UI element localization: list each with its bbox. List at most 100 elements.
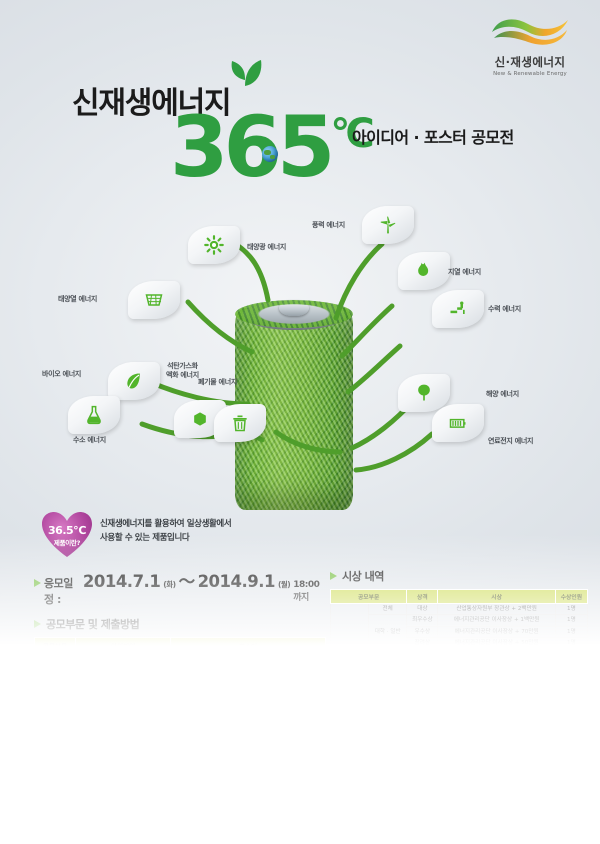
sponsor-sub: MOTIE xyxy=(353,803,377,811)
headline-subtitle: 아이디어 · 포스터 공모전 xyxy=(352,128,514,147)
table-cell: 1명 xyxy=(554,728,589,742)
sun-icon xyxy=(204,235,224,255)
sponsor-tag-host: 주최 xyxy=(306,780,324,790)
sponsor-host: 주최 산업통상자원부 MINISTRY OF TRADE, INDUSTRY &… xyxy=(306,778,429,815)
table-row: 장려상 에너지관리공단 이사장상 + 20만원 1명 xyxy=(331,671,589,685)
info-block: 제출 서류 – 초 · 중 · 고등학생 : 재학증명서 또는 학생증 사본 등 … xyxy=(34,814,326,844)
sponsor-tag-text: 주관 xyxy=(451,782,464,790)
table-row: 대학 · 일반 최우수상 에너지관리공단 이사장상 + 1백만원 1명 xyxy=(331,614,589,650)
globe-icon xyxy=(262,146,278,162)
leaf-label-2: 바이오 에너지 xyxy=(42,370,81,378)
battery-icon xyxy=(449,418,466,428)
table-cell: 1명 xyxy=(554,625,589,639)
table-cell: 40만원 xyxy=(437,820,556,834)
leaf-label-3: 수소 에너지 xyxy=(73,436,106,444)
table-cell: 1명 xyxy=(554,763,589,776)
table-cell: 최우수상 xyxy=(406,683,439,696)
subgroup-cell: 중 · 고등부 xyxy=(368,728,408,765)
table-cell: 대상 xyxy=(406,717,439,731)
prize-section-heading: 시상 내역 xyxy=(330,568,588,584)
table-cell: 1명 xyxy=(554,706,589,719)
table-cell: 1명 xyxy=(554,717,589,731)
table-cell: 1명 xyxy=(554,637,589,650)
prize-heading-text: 시상 내역 xyxy=(342,570,384,583)
table-cell: 에너지관리공단 이사장상 + 20만원 xyxy=(437,751,556,765)
entry-section-heading: 공모부문 및 제출방법 xyxy=(34,616,326,632)
subgroup-cell: 초등부 xyxy=(368,683,408,719)
table-cell: 신재생에너지를 활용한 창의적인 제품 xyxy=(75,669,171,696)
leaf-solar-panel xyxy=(128,281,180,319)
leaf-hydrogen xyxy=(68,396,120,434)
table-cell: – xyxy=(406,820,439,834)
table-row: 포스터 부문 전체 대상 산업통상자원부 장관상 + 2백만원 1명 xyxy=(329,717,589,799)
badge-question: 제품이란? xyxy=(53,539,81,547)
table-cell: 에너지관리공단 이사장상 + 70만원 xyxy=(437,763,556,776)
table-row: 장려상 에너지관리공단 이사장상 + 50만원 1명 xyxy=(331,637,589,650)
flask-icon xyxy=(87,405,101,425)
prize-table: 공모부문 상격 시상 수상인원 아이디어 부문 전체 대상 산업통상자원부 장관상 + 2백… xyxy=(329,589,589,834)
bullet-triangle-icon xyxy=(330,572,337,580)
solar-panel-icon xyxy=(145,294,163,306)
headline-degree: °C xyxy=(330,111,374,157)
table-cell: 최우수상 xyxy=(406,763,439,776)
bullet-triangle-icon xyxy=(34,817,41,826)
table-cell: 온라인 접수 디지털카메라로 촬영하여 업로드 하며 2차 심사대상에 한하여 … xyxy=(170,711,326,748)
hexagon-icon xyxy=(194,412,206,426)
sponsor-name-kr: 산업통상자원부 xyxy=(353,784,417,796)
bullet-triangle-icon xyxy=(34,762,41,771)
table-row: 제출형식 제품 아이디어 기획서 4절지(39.4 X 54.5cm) xyxy=(34,695,326,712)
table-cell: 4절지(39.4 X 54.5cm) xyxy=(170,695,326,712)
leaf-geothermal xyxy=(398,252,450,290)
column-header: 상격 xyxy=(406,589,439,604)
subgroup-cell: 초등부 xyxy=(368,820,408,834)
motie-seal-icon xyxy=(328,783,350,806)
badge-temp: 36.5℃ xyxy=(48,524,86,537)
table-row: 지도교사상 고등부 –40만원 1명 xyxy=(329,797,589,834)
subgroup-cell: 전체 xyxy=(368,717,408,731)
flame-icon xyxy=(418,262,429,276)
table-cell: 1명 xyxy=(554,671,589,685)
table-row: 초등부 최우수상 에너지관리공단 이사장상 + 70만원 1명 xyxy=(331,763,589,799)
bullet-triangle-icon xyxy=(34,620,41,628)
brand-logo: 신·재생에너지 New & Renewable Energy xyxy=(478,14,582,77)
table-cell: 온라인 접수 xyxy=(75,711,171,748)
entry-heading-text: 공모부문 및 제출방법 xyxy=(46,618,140,631)
wind-turbine-icon xyxy=(380,216,396,234)
table-cell: 장려상 xyxy=(406,751,439,765)
bullet-triangle-icon xyxy=(34,579,41,587)
sponsor-tag-organizer: 주관 xyxy=(445,780,463,790)
schedule-line: 응모일정 : 2014.7.1 (화) ～ 2014.9.1 (월) 18:00… xyxy=(34,568,326,607)
sponsor-name-en: KOREA ENERGY MANAGEMENT CORPORATION xyxy=(493,797,562,801)
faucet-icon xyxy=(450,301,465,314)
table-cell: 최우수상 xyxy=(406,614,439,627)
leaf-ocean xyxy=(398,374,450,412)
table-cell: 전국민 xyxy=(75,653,171,670)
leaf-label-5: 풍력 에너지 xyxy=(312,221,345,229)
table-cell: 장려상 xyxy=(406,706,439,719)
block-heading: 제출 서류 xyxy=(34,814,326,830)
table-cell: 에너지관리공단 이사장상 + 50만원 xyxy=(437,740,556,753)
table-cell: 1명 xyxy=(554,614,589,627)
block-line: – 홈페이지 온라인 접수(365.energy.or.kr) xyxy=(34,780,154,789)
entry-info-column: 응모일정 : 2014.7.1 (화) ～ 2014.9.1 (월) 18:00… xyxy=(33,568,326,844)
table-row: 초등부 –40만원 1명 xyxy=(331,820,589,834)
block-heading: 접수 방법 xyxy=(34,758,326,774)
prize-column: 시상 내역 공모부문 상격 시상 수상인원 아이디어 부문 전체 대상 산업통상자원부 장관… xyxy=(329,568,589,834)
table-cell: 공모주제 xyxy=(34,669,76,696)
table-cell: 1명 xyxy=(554,751,589,765)
table-cell: 1명 xyxy=(554,774,589,788)
table-row: 접수방법 온라인 접수 온라인 접수 디지털카메라로 촬영하여 업로드 하며 2차 … xyxy=(34,711,326,748)
block-line: – 제출양식은 홈페이지 자료실에서 다운로드하여 제출 xyxy=(34,792,181,801)
table-cell: 에너지관리공단 이사장상 + 50만원 xyxy=(437,637,556,650)
badge-description: 신재생에너지를 활용하여 일상생활에서 사용할 수 있는 제품입니다 xyxy=(100,519,232,543)
kemco-seal-icon xyxy=(468,786,488,807)
table-row: 응모자격 전국민 초 · 중 · 고등학생 xyxy=(34,653,326,670)
table-cell: 우수상 xyxy=(406,694,439,708)
leaf-sun xyxy=(188,226,240,264)
table-row: 중 · 고등부 최우수상 에너지관리공단 이사장상 + 70만원 1명 xyxy=(331,728,589,765)
table-cell: 산업통상자원부 장관상 + 2백만원 xyxy=(437,602,556,616)
table-row: 아이디어 부문 전체 대상 산업통상자원부 장관상 + 2백만원 1명 xyxy=(329,602,589,719)
grass-battery-illustration xyxy=(235,292,353,510)
block-heading-text: 제출 서류 xyxy=(46,815,88,829)
